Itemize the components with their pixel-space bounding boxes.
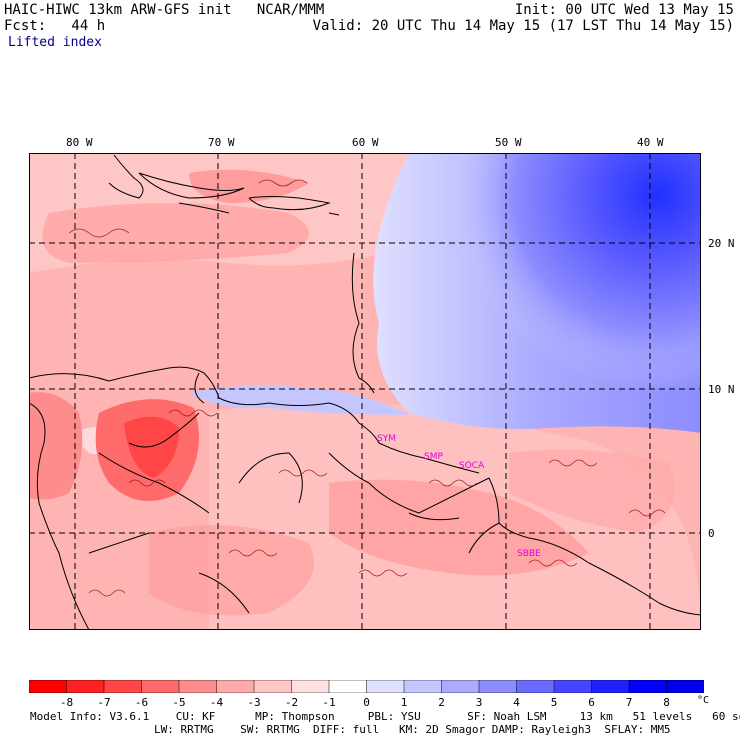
colorbar-tick-label: 8 [663,696,670,709]
colorbar-tick-label: 3 [475,696,483,709]
lon-label-50w: 50 W [495,136,522,149]
colorbar-swatch [553,680,593,693]
colorbar-swatch [141,680,180,693]
colorbar-tick-label: -3 [247,696,261,709]
colorbar-tick-label: 2 [438,696,445,709]
colorbar-tick-label: -8 [59,696,74,709]
colorbar-tick-label: -4 [209,696,224,709]
colorbar-tick-label: 5 [550,696,558,709]
colorbar-tick-label: -5 [172,696,186,709]
init-time: Init: 00 UTC Wed 13 May 15 [514,2,734,18]
colorbar-swatch [178,680,218,693]
model-info-line-2: LW: RRTMG SW: RRTMG DIFF: full KM: 2D Sm… [154,723,671,736]
station-sym: SYM [377,434,396,444]
colorbar-swatch [366,680,405,693]
colorbar-tick-label: 7 [625,696,633,709]
forecast-hour: Fcst: 44 h [4,18,106,34]
colorbar-tick-label: 6 [588,696,595,709]
lon-label-80w: 80 W [66,136,93,149]
colorbar-swatch [441,680,480,693]
model-title: HAIC-HIWC 13km ARW-GFS init NCAR/MMM [4,2,325,18]
valid-time: Valid: 20 UTC Thu 14 May 15 (17 LST Thu … [312,18,734,34]
colorbar-tick-label: 4 [513,696,520,709]
colorbar-swatch [628,680,668,693]
colorbar-swatch [328,680,368,693]
colorbar-swatch [591,680,630,693]
model-info-line-1: Model Info: V3.6.1 CU: KF MP: Thompson P… [30,710,740,723]
station-sbbe: SBBE [517,549,541,559]
colorbar-tick-label: -2 [284,696,299,709]
station-smp: SMP [424,452,443,462]
lat-label-0: 0 [708,527,715,540]
colorbar-swatch [103,680,143,693]
lon-label-70w: 70 W [208,136,235,149]
colorbar-swatch [29,680,68,693]
colorbar-swatch [291,680,330,693]
colorbar-tick-label: 1 [400,696,408,709]
lat-label-20n: 20 N [708,237,735,250]
lon-label-60w: 60 W [352,136,379,149]
colorbar-tick-label: -1 [322,696,336,709]
colorbar-swatch [403,680,443,693]
colorbar-swatch [666,680,704,693]
colorbar-swatch [66,680,105,693]
lat-label-10n: 10 N [708,383,735,396]
colorbar-swatch [253,680,293,693]
colorbar-unit: °C [697,695,710,706]
station-soca: SOCA [459,461,485,471]
colorbar-tick-label: 0 [363,696,370,709]
colorbar-swatch [216,680,255,693]
colorbar-swatch [478,680,518,693]
colorbar [29,680,704,693]
colorbar-swatch [516,680,555,693]
colorbar-tick-label: -6 [134,696,149,709]
lifted-index-map: SYM SMP SOCA SBBE [29,153,701,630]
colorbar-tick-label: -7 [97,696,111,709]
lon-label-40w: 40 W [637,136,664,149]
variable-name: Lifted index [8,35,102,50]
